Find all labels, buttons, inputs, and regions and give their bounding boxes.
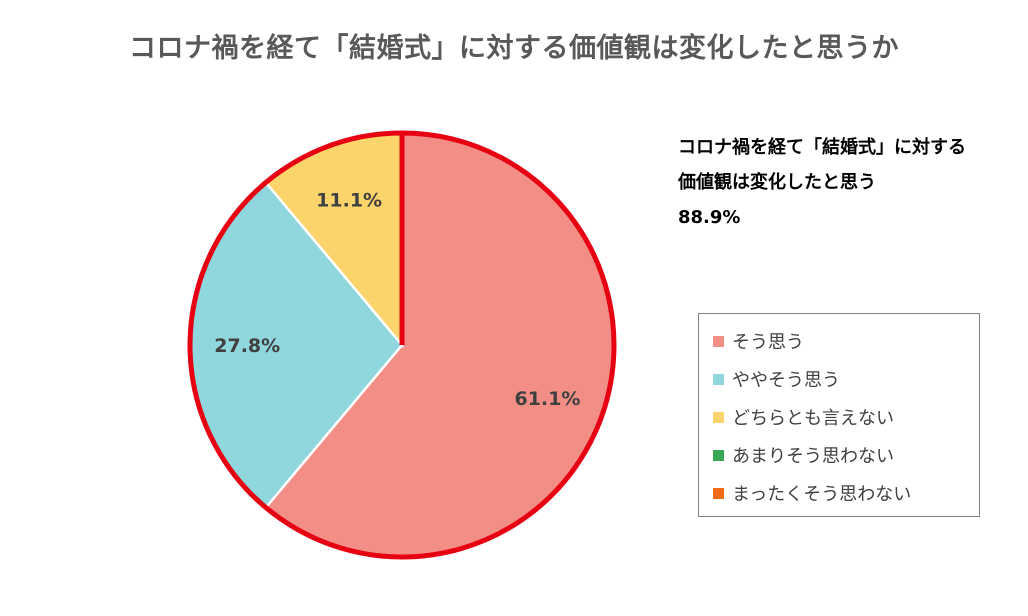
legend-label: どちらとも言えない xyxy=(732,408,894,429)
legend-item-3: どちらとも言えない xyxy=(713,398,979,436)
callout-value: 88.9% xyxy=(678,207,741,228)
legend-swatch xyxy=(713,487,724,499)
highlight-outline xyxy=(187,130,617,560)
legend-label: まったくそう思わない xyxy=(732,484,912,505)
highlight-callout: コロナ禍を経て「結婚式」に対する 価値観は変化したと思う 88.9% xyxy=(678,130,1008,235)
data-label-1: 61.1% xyxy=(514,388,580,410)
legend-item-1: そう思う xyxy=(713,322,979,360)
legend-label: あまりそう思わない xyxy=(732,446,894,467)
legend-swatch xyxy=(713,335,724,347)
legend-item-4: あまりそう思わない xyxy=(713,436,979,474)
legend-swatch xyxy=(713,373,724,385)
legend-label: そう思う xyxy=(732,332,804,353)
legend-item-2: ややそう思う xyxy=(713,360,979,398)
callout-line-2: 価値観は変化したと思う xyxy=(678,172,876,193)
legend-item-5: まったくそう思わない xyxy=(713,474,979,512)
chart-title: コロナ禍を経て「結婚式」に対する価値観は変化したと思うか xyxy=(129,33,899,64)
legend: そう思うややそう思うどちらとも言えない あまりそう思わない まったくそう思わない xyxy=(698,313,980,517)
legend-swatch xyxy=(713,411,724,423)
callout-line-1: コロナ禍を経て「結婚式」に対する xyxy=(678,137,966,158)
data-label-3: 11.1% xyxy=(316,190,382,212)
legend-swatch xyxy=(713,449,724,461)
data-label-2: 27.8% xyxy=(214,335,280,357)
pie-labels: 61.1% 27.8% 11.1% xyxy=(214,190,580,410)
legend-label: ややそう思う xyxy=(732,370,840,391)
